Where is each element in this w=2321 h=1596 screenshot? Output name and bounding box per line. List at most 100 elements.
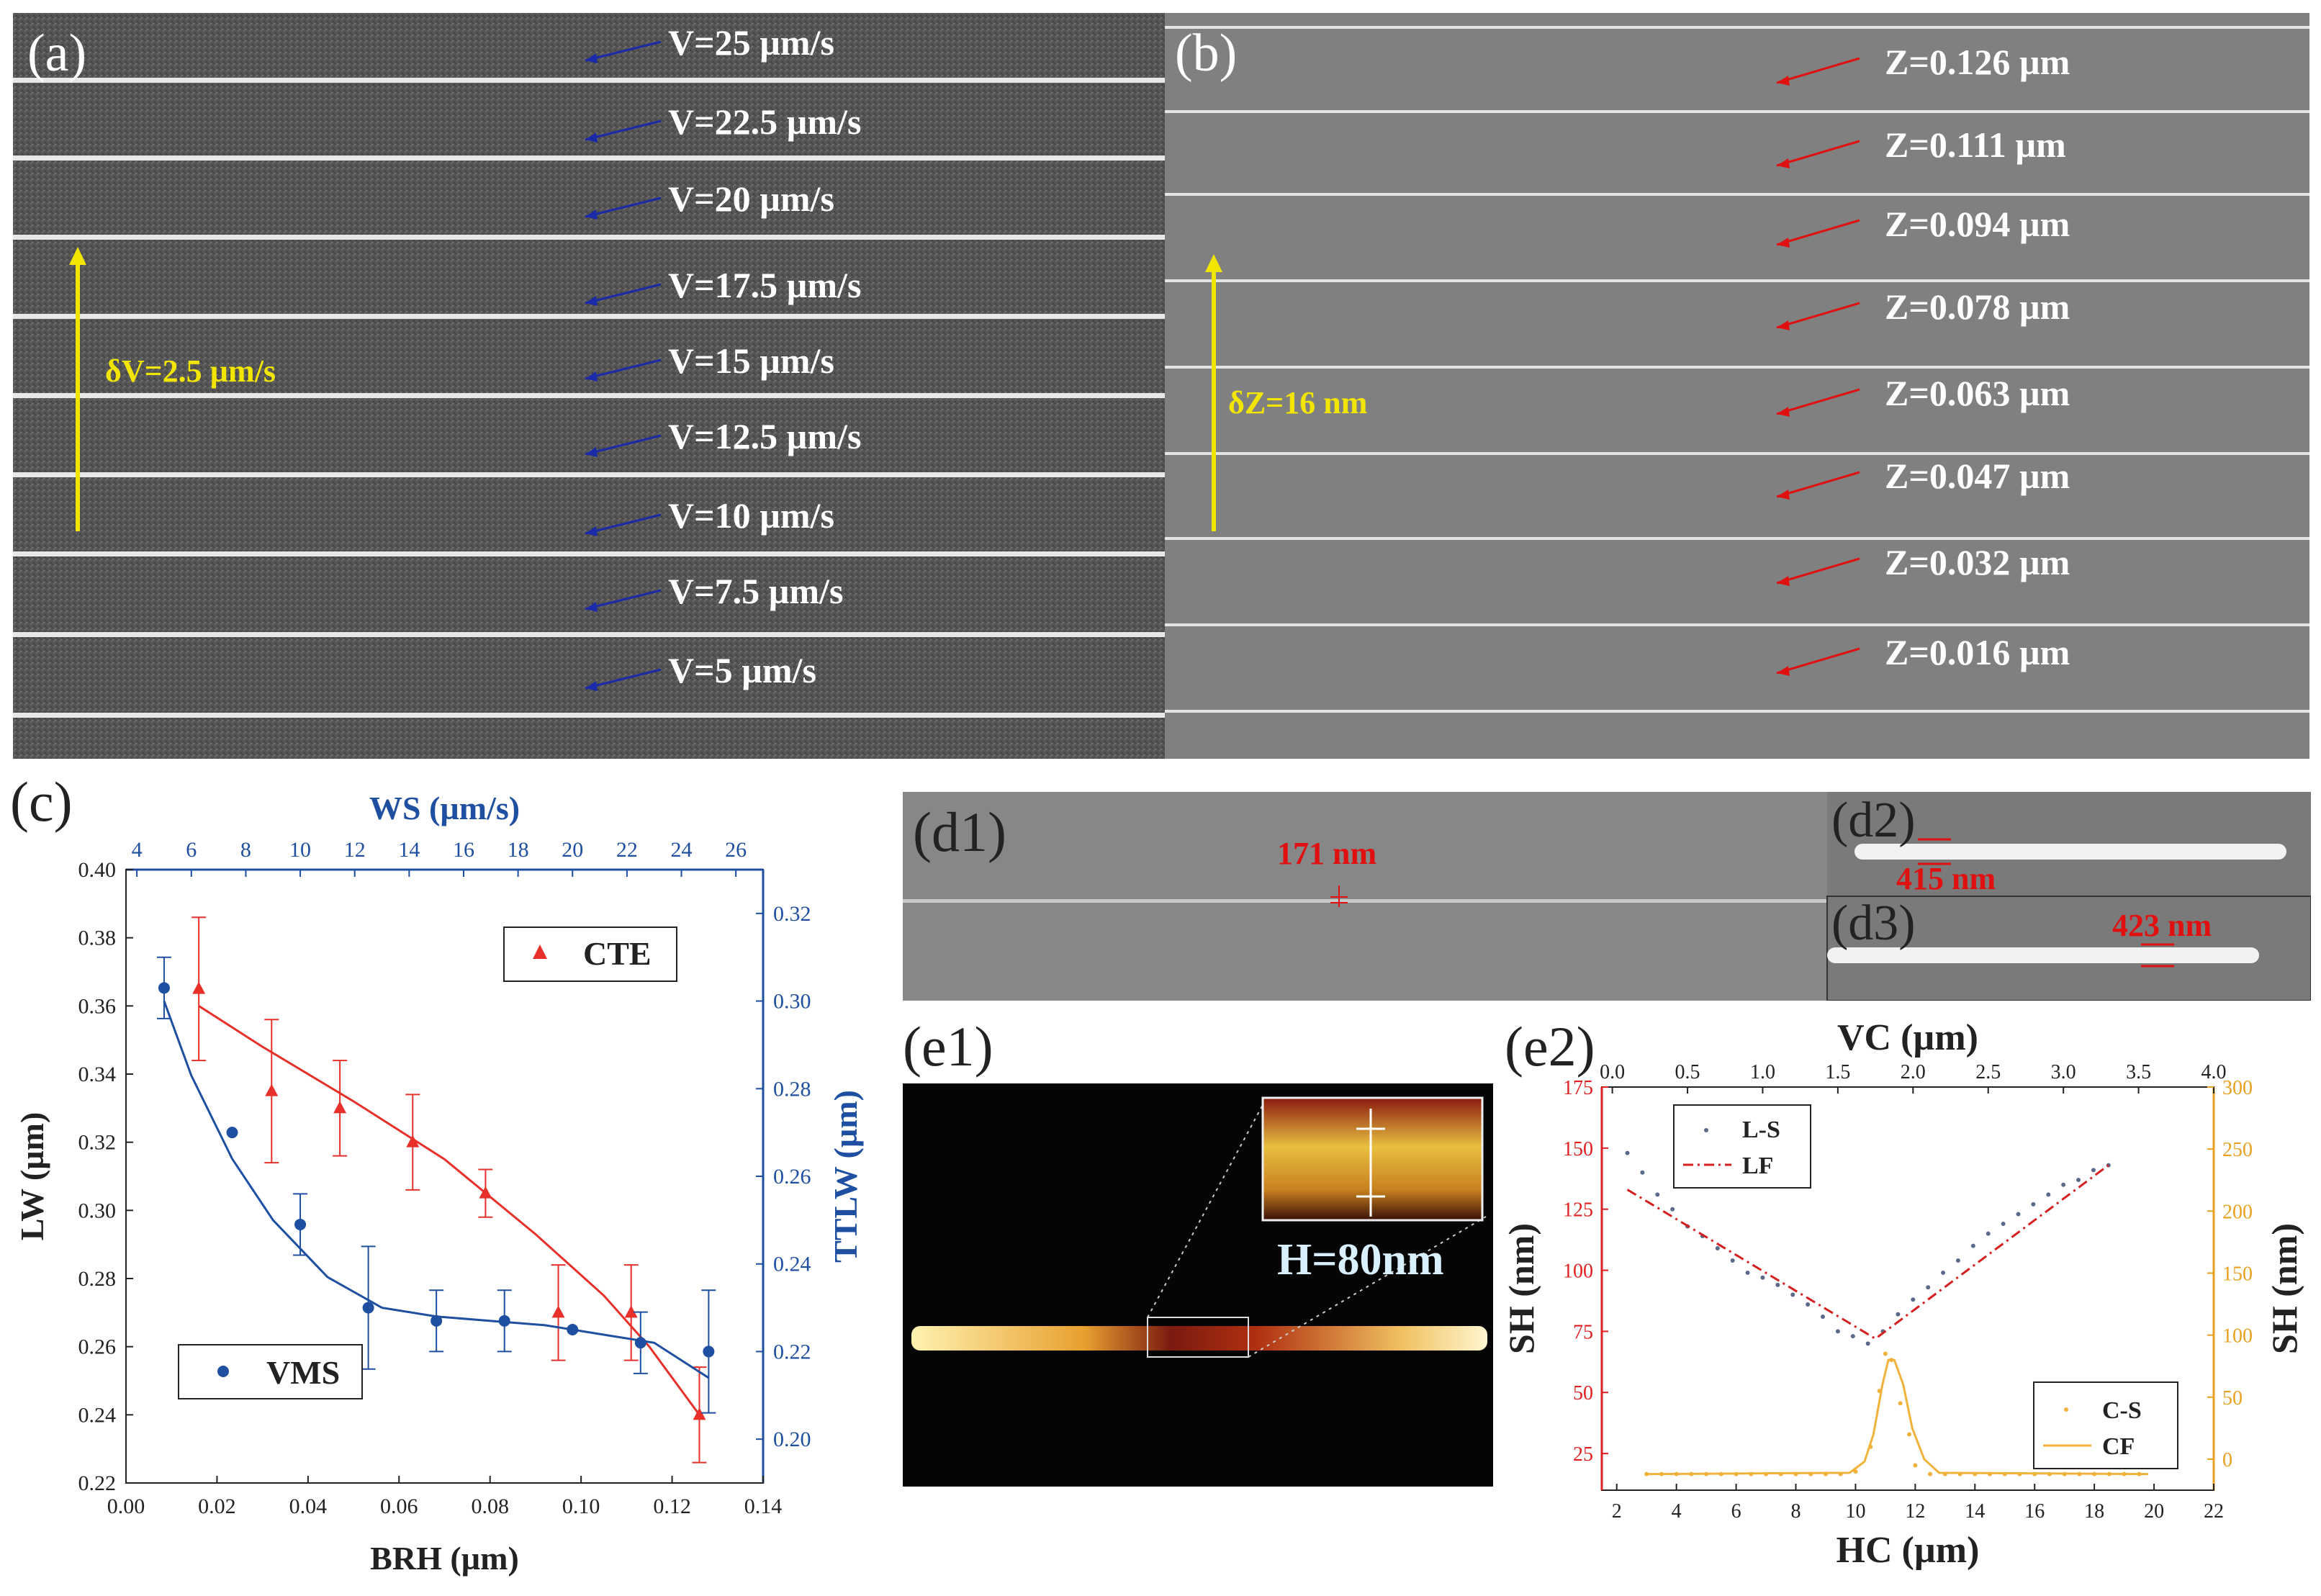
afm-image-e1: (e1) H=80nm: [903, 1015, 1493, 1487]
pointer-arrowhead: [1777, 576, 1790, 586]
pointer-arrowhead: [585, 53, 598, 63]
panel-c: (c) 0.00 0.02 0.04 0.06 0.08 0.10 0.12 0.14 0.22…: [0, 763, 885, 1592]
pointer-arrow: [585, 120, 662, 141]
height-label: Z=0.063 µm: [1885, 373, 2070, 413]
x2-tick-label: 0.0: [1600, 1061, 1625, 1083]
pointer-arrowhead: [1777, 76, 1790, 86]
pointer-arrow: [1776, 302, 1860, 329]
written-line: [1165, 537, 2309, 540]
sem-image-b: Z=0.126 µm Z=0.111 µm Z=0.094 µm Z=0.078 µm…: [1165, 13, 2309, 759]
data-point-vms: [498, 1315, 510, 1327]
fit-curve-vms: [163, 1001, 710, 1379]
legend-cs-label: C-S: [2102, 1397, 2142, 1424]
x2-tick-label: 20: [562, 838, 583, 862]
x2-tick-label: 1.5: [1825, 1061, 1850, 1083]
x-tick-label: 0.08: [471, 1494, 509, 1518]
d1-width-value: 171 nm: [1277, 836, 1376, 871]
x2-tick-label: 4: [132, 838, 143, 862]
speed-label: V=22.5 µm/s: [668, 102, 861, 142]
height-label: Z=0.111 µm: [1885, 125, 2066, 165]
x2-tick-label: 16: [453, 838, 474, 862]
speed-label: V=15 µm/s: [668, 341, 834, 381]
panel-e2: (e2) 2 4 6 8 10 12 14 16 18 20 22 0.0 0.5 1.0 1.5 2.0 2.…: [1497, 1001, 2321, 1592]
height-label: Z=0.078 µm: [1885, 287, 2070, 327]
legend-vms: [178, 1344, 363, 1399]
pointer-arrow: [585, 40, 662, 62]
x2-tick-label: 10: [289, 838, 311, 862]
y2-tick-label: 150: [2222, 1263, 2253, 1285]
data-point-vms: [634, 1337, 646, 1349]
written-line: [1165, 710, 2309, 713]
panel-label-c: (c): [10, 770, 73, 833]
written-line: [13, 155, 1165, 161]
legend-vms-marker: [217, 1366, 229, 1377]
legend-bottom: [2033, 1381, 2178, 1469]
pointer-arrow: [1776, 219, 1860, 246]
data-point-cte: [192, 981, 206, 994]
height-label: Z=0.032 µm: [1885, 542, 2070, 582]
height-label: Z=0.047 µm: [1885, 456, 2070, 496]
x-tick-label: 10: [1845, 1500, 1865, 1523]
legend-ls-label: L-S: [1742, 1117, 1780, 1143]
data-point-l-s: [2046, 1192, 2051, 1197]
y-tick-label: 0.38: [78, 927, 117, 950]
panel-label-a: (a): [27, 24, 86, 83]
pointer-arrowhead: [585, 296, 598, 306]
data-point-l-s: [1775, 1282, 1780, 1287]
data-point-l-s: [1970, 1243, 1975, 1248]
speed-label: V=12.5 µm/s: [668, 416, 861, 456]
x2-tick-label: 4.0: [2201, 1061, 2227, 1083]
written-line: [13, 632, 1165, 637]
pointer-arrowhead: [1777, 490, 1790, 500]
data-point-vms: [703, 1345, 715, 1358]
y-tick-label: 75: [1573, 1321, 1593, 1343]
pointer-arrow: [585, 434, 662, 456]
y-tick-label: 25: [1573, 1443, 1593, 1466]
pointer-arrowhead: [1777, 320, 1790, 330]
pointer-arrowhead: [1777, 407, 1790, 417]
chart-e2: (e2) 2 4 6 8 10 12 14 16 18 20 22 0.0 0.5 1.0 1.5 2.0 2.…: [1501, 1015, 2304, 1571]
d1-background: [903, 792, 1827, 1001]
x-tick-label: 6: [1731, 1500, 1741, 1523]
written-line: [13, 713, 1165, 718]
data-point-l-s: [2076, 1177, 2081, 1182]
d2-width-value: 415 nm: [1896, 861, 1996, 896]
scale-arrowhead-a: [69, 247, 86, 265]
x-tick-label: 0.06: [380, 1494, 418, 1518]
panel-label-d1: (d1): [913, 801, 1006, 863]
panel-label-e2: (e2): [1505, 1015, 1595, 1078]
y2-tick-label: 0: [2222, 1449, 2232, 1471]
data-point-l-s: [2061, 1182, 2066, 1187]
x-tick-label: 12: [1905, 1500, 1925, 1523]
sem-image-d: (d1) 171 nm (d2) 415 nm (d3) 423 nm: [903, 792, 2312, 1001]
legend-cs-marker: [2064, 1407, 2068, 1412]
data-point-l-s: [1955, 1258, 1960, 1263]
panel-label-b: (b): [1175, 24, 1237, 83]
x-tick-label: 4: [1672, 1500, 1682, 1523]
legend-cf-label: CF: [2102, 1433, 2135, 1460]
pointer-arrowhead: [1777, 158, 1790, 168]
x2-axis-label: WS (µm/s): [369, 790, 520, 826]
y-tick-label: 0.24: [78, 1403, 117, 1427]
speed-label: V=25 µm/s: [668, 22, 834, 63]
afm-zoom-guide-right: [1248, 1216, 1487, 1358]
x-tick-label: 0.12: [653, 1494, 691, 1518]
data-point-c-s: [1898, 1401, 1903, 1406]
scale-label-b: δZ=16 nm: [1228, 385, 1367, 420]
x-tick-label: 0.10: [562, 1494, 600, 1518]
y2-tick-label: 0.22: [773, 1340, 811, 1363]
written-line: [13, 78, 1165, 83]
y-axis-label: LW (µm): [14, 1112, 50, 1241]
d1-line: [903, 899, 1827, 903]
pointer-arrowhead: [585, 681, 598, 691]
x2-tick-label: 24: [671, 838, 693, 862]
pointer-arrowhead: [585, 371, 598, 382]
y-tick-label: 0.28: [78, 1267, 117, 1291]
pointer-arrow: [585, 197, 662, 218]
data-point-vms: [158, 982, 170, 994]
data-point-c-s: [1907, 1432, 1912, 1437]
data-point-c-s: [1928, 1471, 1933, 1476]
x-axis-label: BRH (µm): [370, 1540, 519, 1577]
afm-zoom-box: [1147, 1317, 1249, 1358]
y-tick-label: 100: [1563, 1261, 1593, 1283]
